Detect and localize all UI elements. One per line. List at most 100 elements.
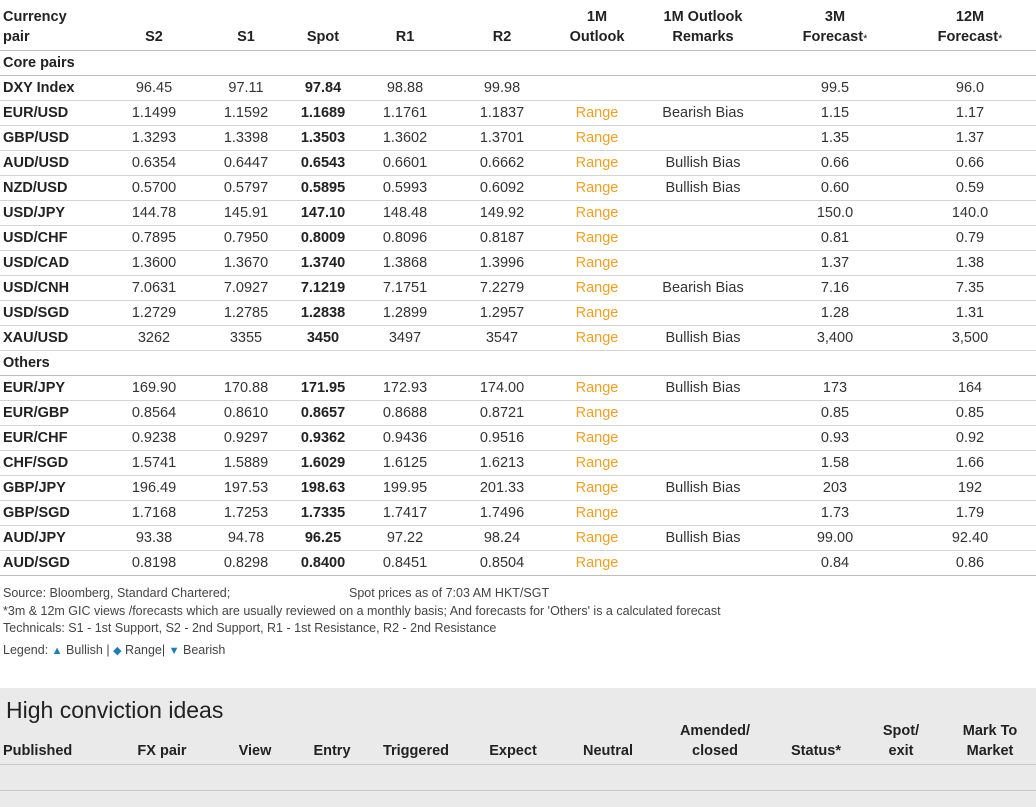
- hci-col-header: Status*: [791, 742, 841, 759]
- cell-remarks: [640, 425, 766, 451]
- table-row: GBP/SGD 1.7168 1.7253 1.7335 1.7417 1.7496 Ran…: [0, 500, 1036, 526]
- cell-s2: 0.5700: [102, 175, 206, 201]
- cell-s2: 93.38: [102, 525, 206, 551]
- fx-rates-table: Currency pair S2 S1 Spot R1 R2 1M Outlook …: [0, 6, 1036, 576]
- cell-r2: 0.6092: [450, 175, 554, 201]
- legend-separator: |: [161, 642, 166, 657]
- cell-s2: 1.5741: [102, 450, 206, 476]
- cell-outlook: Range: [554, 175, 640, 201]
- hci-col-header: View: [238, 742, 272, 759]
- col-header-s1: S1: [237, 28, 255, 45]
- hci-col-header: Neutral: [583, 742, 633, 759]
- cell-pair: AUD/JPY: [0, 525, 102, 551]
- cell-forecast-3m: 1.73: [766, 500, 904, 526]
- cell-outlook: Range: [554, 150, 640, 176]
- cell-spot: 1.3503: [286, 125, 360, 151]
- high-conviction-title: High conviction ideas: [6, 697, 224, 723]
- cell-s1: 0.9297: [206, 425, 286, 451]
- legend-range: Range: [125, 642, 162, 657]
- cell-s1: 1.7253: [206, 500, 286, 526]
- cell-remarks: [640, 75, 766, 101]
- cell-forecast-12m: 0.86: [904, 550, 1036, 576]
- cell-outlook: Range: [554, 500, 640, 526]
- hci-col-header: Published: [3, 742, 73, 759]
- cell-s2: 0.8564: [102, 400, 206, 426]
- cell-s1: 1.5889: [206, 450, 286, 476]
- cell-pair: USD/CAD: [0, 250, 102, 276]
- cell-forecast-3m: 99.00: [766, 525, 904, 551]
- cell-spot: 0.8657: [286, 400, 360, 426]
- cell-forecast-12m: 164: [904, 375, 1036, 401]
- cell-r1: 1.6125: [360, 450, 450, 476]
- cell-pair: USD/CNH: [0, 275, 102, 301]
- table-header-row: Currency pair S2 S1 Spot R1 R2 1M Outlook …: [0, 6, 1036, 50]
- table-row: AUD/JPY 93.38 94.78 96.25 97.22 98.24 Range Bul…: [0, 525, 1036, 551]
- table-row: USD/SGD 1.2729 1.2785 1.2838 1.2899 1.2957 Ran…: [0, 300, 1036, 326]
- cell-forecast-12m: 0.66: [904, 150, 1036, 176]
- cell-r1: 1.7417: [360, 500, 450, 526]
- bullish-triangle-icon: ▲: [51, 644, 63, 657]
- table-row: USD/JPY 144.78 145.91 147.10 148.48 149.92 Ran…: [0, 200, 1036, 226]
- cell-forecast-3m: 203: [766, 475, 904, 501]
- cell-s2: 0.9238: [102, 425, 206, 451]
- cell-r2: 0.8187: [450, 225, 554, 251]
- cell-pair: USD/CHF: [0, 225, 102, 251]
- cell-r2: 1.3996: [450, 250, 554, 276]
- cell-r2: 3547: [450, 325, 554, 351]
- cell-s2: 0.7895: [102, 225, 206, 251]
- col-header-pair: Currency pair: [3, 8, 67, 45]
- cell-forecast-3m: 173: [766, 375, 904, 401]
- cell-r1: 1.1761: [360, 100, 450, 126]
- cell-spot: 198.63: [286, 475, 360, 501]
- cell-remarks: Bullish Bias: [640, 525, 766, 551]
- cell-s1: 170.88: [206, 375, 286, 401]
- cell-r1: 3497: [360, 325, 450, 351]
- cell-s2: 0.6354: [102, 150, 206, 176]
- cell-remarks: Bullish Bias: [640, 175, 766, 201]
- cell-outlook: Range: [554, 475, 640, 501]
- cell-s2: 196.49: [102, 475, 206, 501]
- table-row: USD/CAD 1.3600 1.3670 1.3740 1.3868 1.3996 Ran…: [0, 250, 1036, 276]
- cell-forecast-3m: 1.35: [766, 125, 904, 151]
- cell-r2: 201.33: [450, 475, 554, 501]
- forecast-footnote: *3m & 12m GIC views /forecasts which are…: [3, 603, 721, 618]
- table-row: AUD/USD 0.6354 0.6447 0.6543 0.6601 0.6662 Ran…: [0, 150, 1036, 176]
- cell-remarks: [640, 550, 766, 576]
- cell-s1: 94.78: [206, 525, 286, 551]
- cell-pair: EUR/JPY: [0, 375, 102, 401]
- cell-s1: 97.11: [206, 75, 286, 101]
- cell-outlook: Range: [554, 525, 640, 551]
- cell-spot: 1.1689: [286, 100, 360, 126]
- cell-spot: 1.6029: [286, 450, 360, 476]
- cell-forecast-12m: 96.0: [904, 75, 1036, 101]
- table-row: DXY Index 96.45 97.11 97.84 98.88 99.98 99.5 96…: [0, 75, 1036, 101]
- cell-r1: 1.3602: [360, 125, 450, 151]
- cell-forecast-3m: 0.66: [766, 150, 904, 176]
- bearish-triangle-icon: ▼: [168, 644, 180, 657]
- table-row: XAU/USD 3262 3355 3450 3497 3547 Range Bullish …: [0, 325, 1036, 351]
- cell-remarks: [640, 300, 766, 326]
- col-header-outlook: 1M Outlook: [569, 8, 625, 45]
- cell-remarks: Bearish Bias: [640, 275, 766, 301]
- cell-s1: 0.6447: [206, 150, 286, 176]
- cell-remarks: [640, 225, 766, 251]
- cell-r1: 0.6601: [360, 150, 450, 176]
- cell-forecast-3m: 99.5: [766, 75, 904, 101]
- cell-forecast-12m: 1.66: [904, 450, 1036, 476]
- cell-forecast-3m: 3,400: [766, 325, 904, 351]
- cell-r1: 199.95: [360, 475, 450, 501]
- legend: Legend: ▲ Bullish | ◆ Range| ▼ Bearish: [3, 642, 721, 661]
- cell-s1: 1.1592: [206, 100, 286, 126]
- cell-outlook: Range: [554, 225, 640, 251]
- section-title: Others: [0, 350, 1036, 376]
- cell-forecast-12m: 3,500: [904, 325, 1036, 351]
- cell-forecast-12m: 92.40: [904, 525, 1036, 551]
- cell-pair: GBP/USD: [0, 125, 102, 151]
- col-header-12m-forecast: 12M Forecast*: [937, 8, 1003, 45]
- cell-outlook: Range: [554, 450, 640, 476]
- cell-outlook: Range: [554, 375, 640, 401]
- cell-s2: 169.90: [102, 375, 206, 401]
- hci-col-header: Expect: [489, 742, 537, 759]
- cell-spot: 1.7335: [286, 500, 360, 526]
- cell-s1: 0.7950: [206, 225, 286, 251]
